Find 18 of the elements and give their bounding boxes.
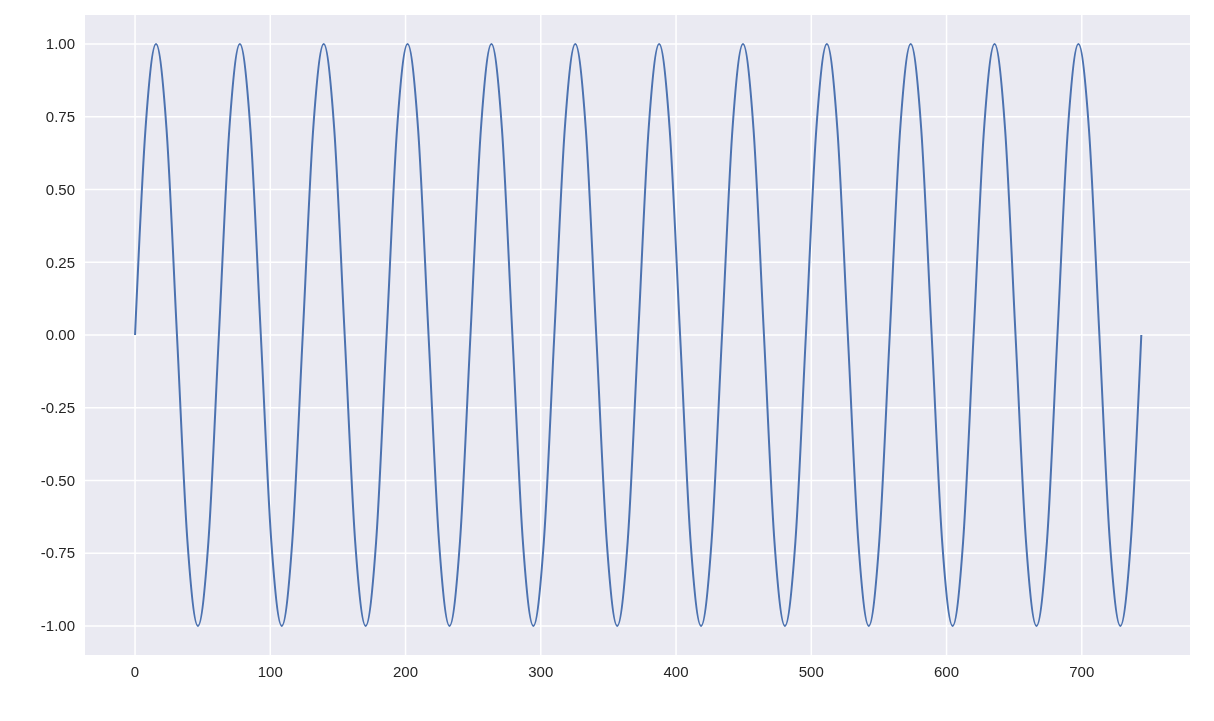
x-tick-label: 700	[1069, 663, 1095, 680]
x-tick-label: 500	[798, 663, 824, 680]
x-tick-label: 0	[130, 663, 140, 680]
y-tick-label: 1.00	[45, 35, 75, 53]
y-tick-label: -0.50	[40, 471, 75, 489]
x-tick-label: 200	[393, 663, 419, 680]
y-tick-label: -1.00	[40, 617, 75, 635]
y-tick-label: -0.25	[40, 398, 75, 416]
x-tick-label: 100	[257, 663, 283, 680]
y-tick-label: 0.75	[45, 108, 75, 126]
y-tick-label: 0.25	[45, 253, 75, 271]
y-tick-label: 0.00	[45, 326, 75, 344]
x-tick-label: 600	[934, 663, 960, 680]
line-series	[134, 43, 1143, 627]
y-tick-label: 0.50	[45, 180, 75, 198]
x-tick-label: 300	[528, 663, 554, 680]
x-tick-label: 400	[663, 663, 689, 680]
y-tick-label: -0.75	[40, 544, 75, 562]
